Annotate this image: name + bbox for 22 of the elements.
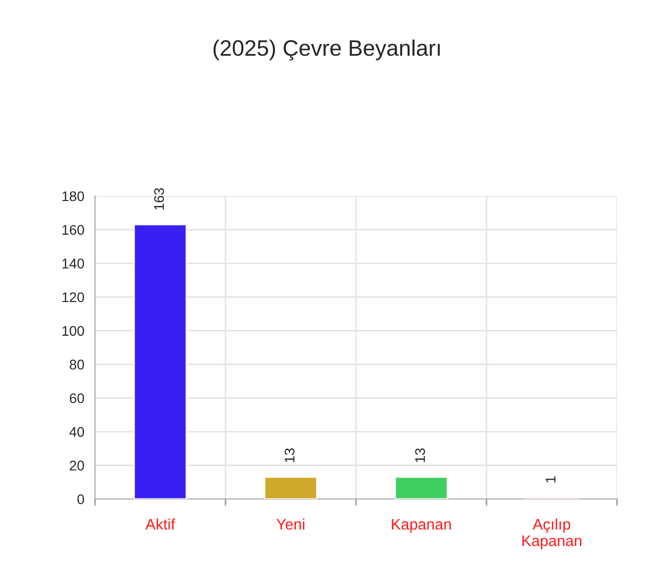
y-tick-label: 100 [62,326,84,336]
x-tick-label: Yeni [276,518,304,530]
y-tick-label: 120 [62,292,84,302]
y-tick-label: 0 [77,494,84,504]
y-tick-label: 180 [62,191,84,202]
bar [264,476,318,499]
x-tick-label: Açılıp Kapanan [522,518,582,550]
chart-title: (2025) Çevre Beyanları [214,40,440,60]
y-tick-label: 80 [70,360,84,370]
data-label: 13 [415,448,425,462]
y-tick-label: 20 [70,460,84,471]
data-label: 13 [284,448,294,462]
y-tick-label: 60 [70,393,84,404]
x-tick-label: Kapanan [392,519,451,533]
data-label: 1 [546,476,556,482]
y-tick-label: 40 [69,427,84,437]
data-label: 163 [154,188,164,210]
y-tick-label: 160 [62,225,84,235]
bar [394,476,448,499]
x-tick-label: Aktif [145,518,176,530]
bar [133,224,188,499]
y-tick-label: 140 [62,258,84,269]
